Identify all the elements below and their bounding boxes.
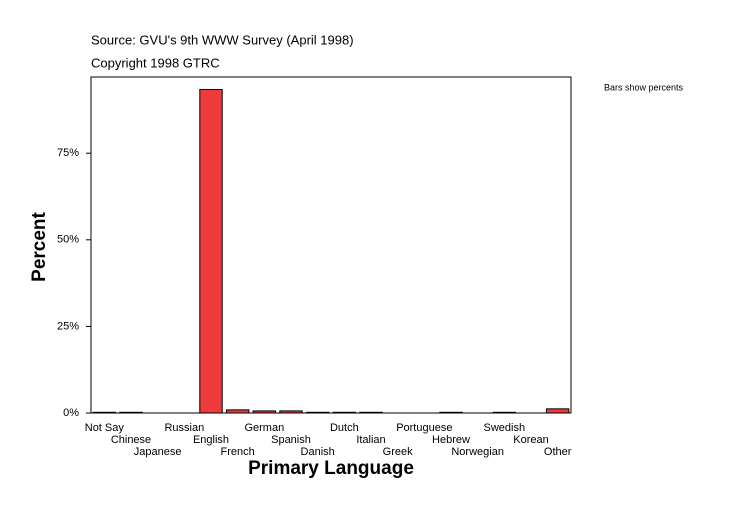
x-tick-label: German — [244, 422, 284, 434]
plot-frame — [90, 76, 572, 414]
y-tick-label: 0% — [63, 407, 79, 419]
x-tick-label: Hebrew — [432, 434, 470, 446]
bar — [305, 411, 330, 414]
x-tick-label: Spanish — [271, 434, 311, 446]
annotation: Bars show percents — [604, 82, 684, 92]
bar — [332, 411, 357, 414]
y-tick-label: 50% — [57, 234, 79, 246]
x-tick-label: Italian — [356, 434, 385, 446]
x-tick-label: Korean — [513, 434, 548, 446]
bar — [545, 408, 570, 414]
x-tick-label: Danish — [301, 446, 335, 458]
x-tick-label: French — [221, 446, 255, 458]
x-tick-label: Other — [544, 446, 572, 458]
x-tick-label: Chinese — [111, 434, 151, 446]
x-tick-label: Japanese — [134, 446, 182, 458]
y-tick-label: 25% — [57, 320, 79, 332]
bar — [199, 88, 223, 414]
bar — [359, 411, 383, 414]
y-tick-label: 75% — [57, 147, 79, 159]
x-tick-label: Russian — [164, 422, 204, 434]
bar — [225, 409, 250, 414]
bar — [492, 411, 517, 414]
x-tick-label: Dutch — [330, 422, 359, 434]
bar — [119, 411, 143, 414]
x-tick-label: Greek — [383, 446, 413, 458]
x-tick-label: Portuguese — [396, 422, 452, 434]
bar — [252, 410, 277, 414]
chart-subtitle: Copyright 1998 GTRC — [91, 55, 220, 70]
x-tick-label: Swedish — [484, 422, 526, 434]
bar — [279, 410, 303, 414]
x-tick-label: Norwegian — [451, 446, 504, 458]
x-axis-title: Primary Language — [248, 458, 414, 479]
y-axis-title: Percent — [29, 211, 50, 281]
bar — [92, 411, 117, 414]
x-tick-label: English — [193, 434, 229, 446]
chart-title: Source: GVU's 9th WWW Survey (April 1998… — [91, 32, 354, 47]
bar — [439, 411, 463, 414]
x-tick-label: Not Say — [85, 422, 125, 434]
